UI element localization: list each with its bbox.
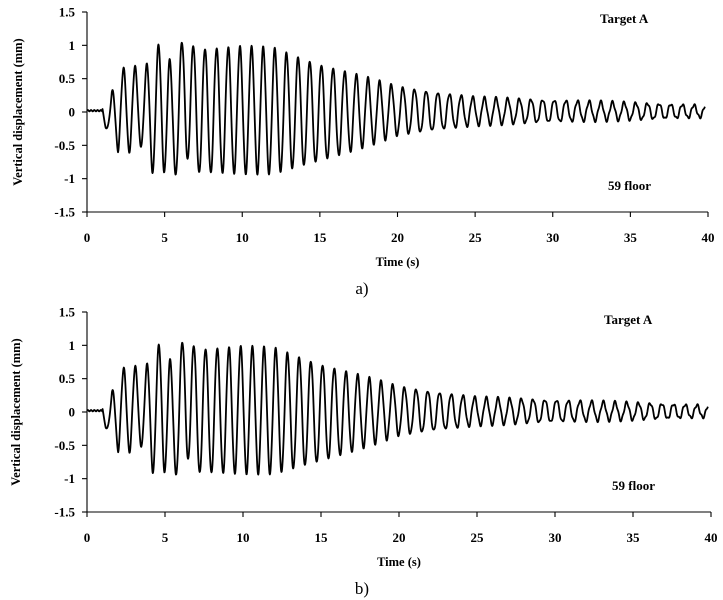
y-tick-label: -0.5 (54, 138, 75, 153)
x-tick-label: 40 (702, 230, 715, 245)
annotation-floor: 59 floor (608, 178, 651, 193)
annotation-target: Target A (604, 312, 653, 327)
x-tick-label: 10 (237, 530, 250, 545)
x-tick-label: 30 (546, 230, 559, 245)
displacement-series-line (86, 341, 709, 476)
x-tick-label: 40 (705, 530, 718, 545)
y-axis-title: Vertical displacement (mm) (9, 338, 23, 485)
y-tick-label: 1 (69, 38, 76, 53)
x-tick-label: 5 (162, 530, 169, 545)
panel-caption: b) (355, 579, 369, 598)
x-tick-label: 0 (84, 230, 91, 245)
y-tick-label: -1.5 (54, 505, 75, 520)
y-tick-label: 1 (69, 338, 76, 353)
x-tick-label: 25 (469, 230, 483, 245)
y-tick-label: 0.5 (59, 371, 76, 386)
y-tick-label: -0.5 (54, 438, 75, 453)
x-tick-label: 20 (391, 230, 404, 245)
x-tick-label: 35 (624, 230, 638, 245)
x-tick-label: 10 (236, 230, 249, 245)
y-tick-label: 0 (69, 105, 76, 120)
y-tick-label: 0 (69, 405, 76, 420)
annotation-target: Target A (600, 11, 649, 26)
chart-panel-a: 1.5 1 0.5 0 -0.5 -1 -1.5 0 5 10 15 20 25 30 35 40 Time (… (11, 5, 715, 299)
x-tick-label: 15 (315, 530, 329, 545)
displacement-series-line (86, 41, 706, 176)
x-tick-label: 5 (161, 230, 168, 245)
x-axis-title: Time (s) (376, 255, 420, 269)
y-tick-label: 1.5 (59, 305, 76, 320)
x-tick-label: 20 (393, 530, 406, 545)
y-tick-label: 1.5 (59, 5, 76, 20)
panel-caption: a) (355, 279, 368, 298)
x-tick-label: 15 (313, 230, 327, 245)
annotation-floor: 59 floor (612, 478, 655, 493)
x-tick-label: 35 (627, 530, 641, 545)
x-tick-label: 25 (471, 530, 485, 545)
y-tick-label: 0.5 (59, 71, 76, 86)
chart-panel-b: 1.5 1 0.5 0 -0.5 -1 -1.5 0 5 10 15 20 25 30 35 40 Time (… (9, 305, 718, 599)
x-tick-label: 0 (84, 530, 91, 545)
y-axis-title: Vertical displacement (mm) (11, 38, 25, 185)
x-axis-title: Time (s) (377, 555, 421, 569)
y-tick-label: -1 (64, 471, 75, 486)
x-tick-label: 30 (549, 530, 562, 545)
y-tick-label: -1 (64, 171, 75, 186)
y-tick-label: -1.5 (54, 205, 75, 220)
